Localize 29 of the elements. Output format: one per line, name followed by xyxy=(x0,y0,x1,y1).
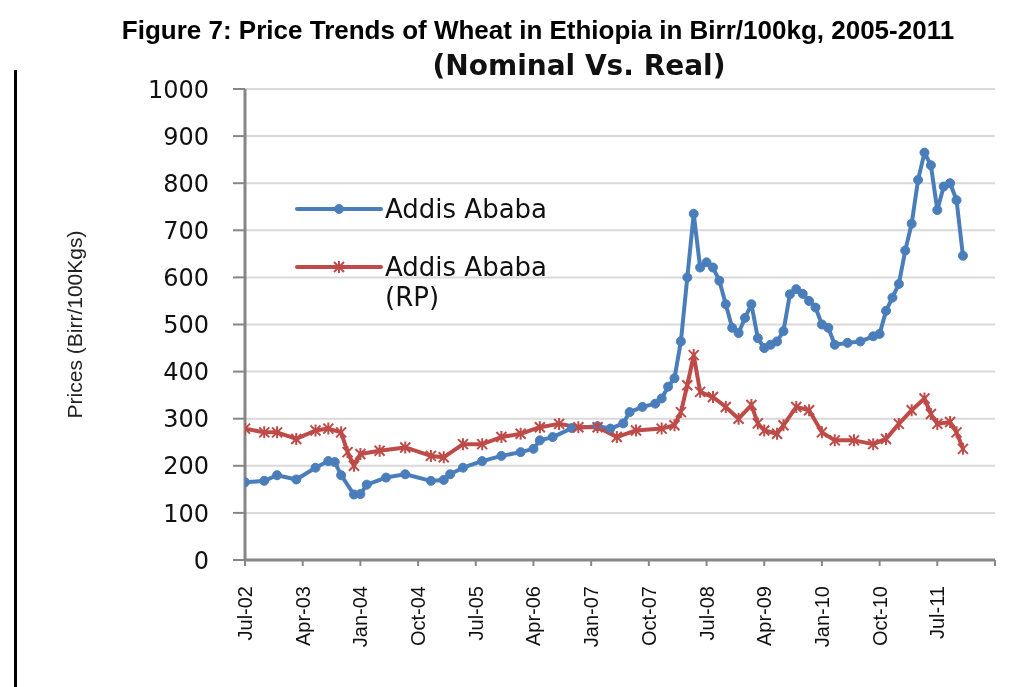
y-tick-label: 700 xyxy=(163,216,209,245)
y-tick-label: 1000 xyxy=(147,75,209,104)
y-tick-label: 800 xyxy=(163,169,209,198)
y-tick-label: 100 xyxy=(163,499,209,528)
x-tick-label: Jan-07 xyxy=(580,586,603,648)
x-tick-label: Jan-04 xyxy=(349,586,372,648)
x-tick-label: Jul-11 xyxy=(926,586,949,639)
x-tick-label: Apr-03 xyxy=(291,586,314,647)
y-tick-label: 600 xyxy=(163,264,209,293)
chart-subtitle: (Nominal Vs. Real) xyxy=(432,49,726,82)
x-tick-label: Oct-07 xyxy=(637,586,660,647)
legend-label: Addis Ababa xyxy=(385,194,548,224)
x-tick-label: Jul-02 xyxy=(234,586,256,641)
x-tick-label: Oct-04 xyxy=(407,586,430,647)
y-tick-label: 500 xyxy=(163,311,209,340)
chart-title: Figure 7: Price Trends of Wheat in Ethiopia in Birr/100kg, 2005-2011 xyxy=(121,15,955,45)
y-tick-label: 0 xyxy=(193,546,209,575)
x-tick-label: Jan-10 xyxy=(810,586,833,648)
y-tick-label: 900 xyxy=(163,122,209,151)
x-tick-label: Apr-06 xyxy=(522,586,545,647)
x-tick-label: Oct-10 xyxy=(868,586,891,647)
x-tick-label: Jul-08 xyxy=(695,586,718,641)
x-tick-label: Jul-05 xyxy=(464,586,487,641)
y-axis-title: Prices (Birr/100Kgs) xyxy=(63,230,87,419)
x-tick-label: Apr-09 xyxy=(753,586,776,647)
legend-label: Addis Ababa (RP) xyxy=(385,252,548,312)
y-tick-label: 400 xyxy=(163,358,209,387)
y-tick-label: 300 xyxy=(163,405,209,434)
y-tick-label: 200 xyxy=(163,452,209,481)
